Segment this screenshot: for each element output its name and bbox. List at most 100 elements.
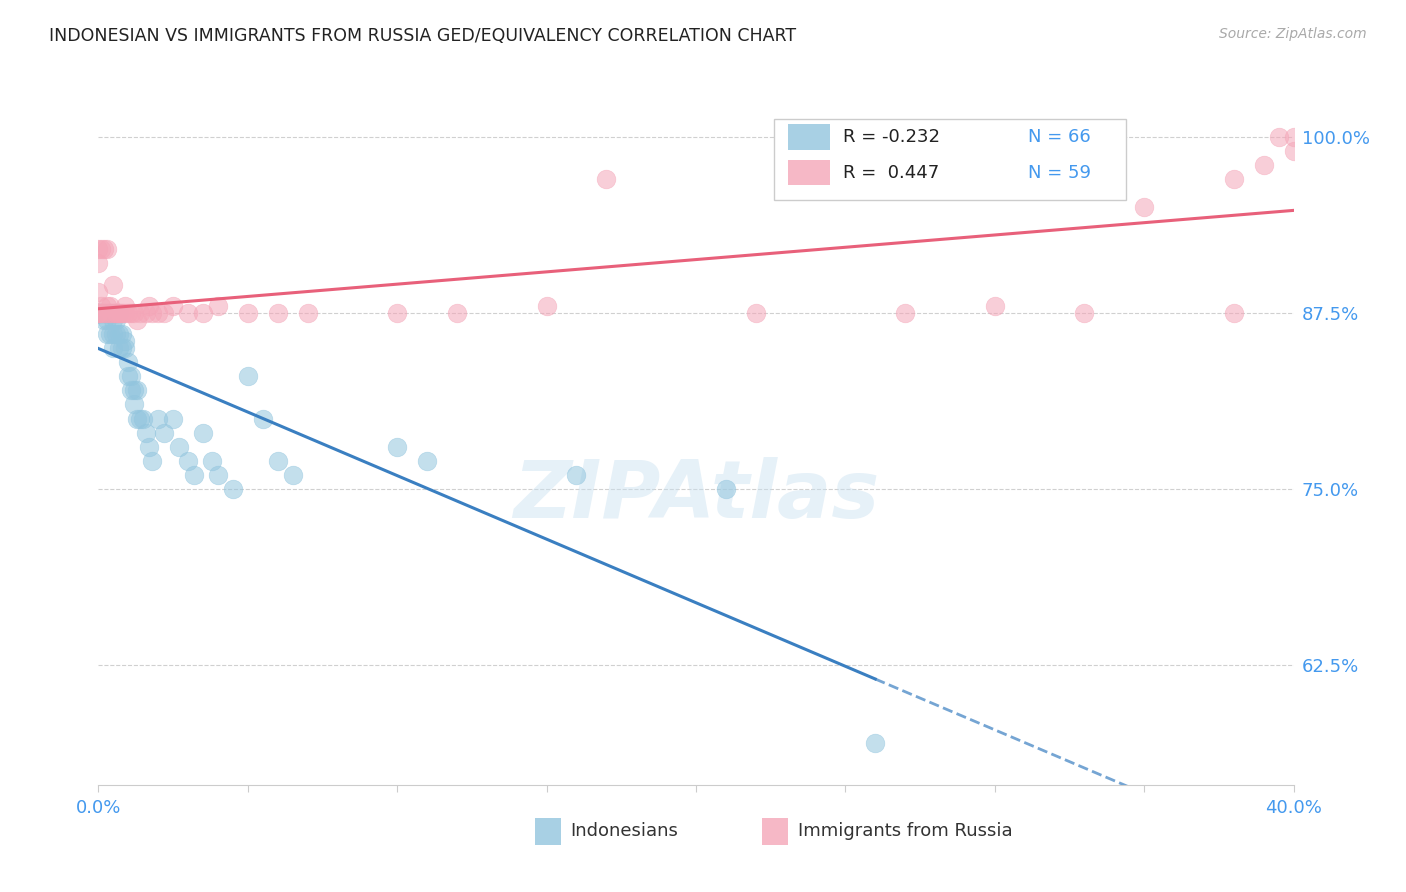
- Point: [98, 299, 122, 313]
- Point: [1073, 306, 1095, 320]
- Point: [90, 306, 112, 320]
- Point: [105, 306, 128, 320]
- Point: [1253, 158, 1275, 172]
- Point: [108, 341, 131, 355]
- Point: [114, 299, 136, 313]
- Point: [87, 285, 110, 299]
- Point: [114, 341, 136, 355]
- Text: Immigrants from Russia: Immigrants from Russia: [797, 822, 1012, 840]
- Point: [446, 306, 468, 320]
- Text: INDONESIAN VS IMMIGRANTS FROM RUSSIA GED/EQUIVALENCY CORRELATION CHART: INDONESIAN VS IMMIGRANTS FROM RUSSIA GED…: [49, 27, 796, 45]
- Point: [1133, 200, 1156, 214]
- Point: [127, 313, 149, 327]
- Point: [865, 736, 887, 750]
- Point: [222, 482, 245, 496]
- Point: [96, 313, 118, 327]
- Point: [135, 306, 157, 320]
- Point: [103, 277, 125, 292]
- Point: [108, 306, 131, 320]
- Point: [138, 299, 160, 313]
- Point: [96, 306, 118, 320]
- Point: [595, 172, 617, 186]
- Point: [93, 243, 115, 257]
- Point: [162, 299, 184, 313]
- Point: [105, 306, 128, 320]
- Point: [385, 440, 409, 454]
- Point: [153, 306, 176, 320]
- Point: [183, 467, 205, 482]
- Point: [87, 306, 110, 320]
- Point: [96, 326, 118, 341]
- Point: [103, 326, 125, 341]
- Text: N = 66: N = 66: [1028, 128, 1091, 146]
- Point: [162, 411, 184, 425]
- Point: [129, 411, 152, 425]
- Point: [87, 306, 110, 320]
- Point: [138, 440, 160, 454]
- Point: [120, 384, 142, 398]
- Point: [167, 440, 190, 454]
- FancyBboxPatch shape: [787, 160, 830, 186]
- Point: [98, 306, 122, 320]
- Text: R = -0.232: R = -0.232: [844, 128, 941, 146]
- Point: [297, 306, 319, 320]
- Point: [98, 306, 122, 320]
- Point: [117, 369, 139, 384]
- Point: [127, 384, 149, 398]
- Point: [103, 306, 125, 320]
- Point: [87, 243, 110, 257]
- Point: [96, 299, 118, 313]
- Point: [1223, 172, 1246, 186]
- Point: [129, 306, 152, 320]
- Point: [236, 369, 259, 384]
- Point: [120, 306, 142, 320]
- Point: [90, 306, 112, 320]
- Point: [281, 467, 304, 482]
- Point: [87, 306, 110, 320]
- Point: [87, 306, 110, 320]
- Point: [267, 454, 290, 468]
- Point: [148, 306, 170, 320]
- Point: [267, 306, 290, 320]
- Point: [135, 425, 157, 440]
- Point: [108, 306, 131, 320]
- Point: [103, 341, 125, 355]
- Point: [93, 306, 115, 320]
- Point: [87, 306, 110, 320]
- Point: [416, 454, 439, 468]
- Point: [141, 306, 163, 320]
- Point: [141, 454, 163, 468]
- FancyBboxPatch shape: [773, 119, 1126, 200]
- Point: [536, 299, 558, 313]
- FancyBboxPatch shape: [762, 818, 787, 845]
- Point: [96, 243, 118, 257]
- Point: [1282, 129, 1305, 144]
- Point: [87, 256, 110, 270]
- Point: [201, 454, 224, 468]
- Point: [236, 306, 259, 320]
- Point: [87, 306, 110, 320]
- Point: [207, 299, 229, 313]
- Point: [108, 326, 131, 341]
- Point: [745, 306, 768, 320]
- FancyBboxPatch shape: [787, 124, 830, 150]
- Point: [124, 397, 146, 411]
- Point: [207, 467, 229, 482]
- Point: [1282, 144, 1305, 158]
- Point: [105, 326, 128, 341]
- Point: [98, 326, 122, 341]
- Point: [984, 299, 1007, 313]
- Point: [90, 299, 112, 313]
- Point: [103, 313, 125, 327]
- Text: R =  0.447: R = 0.447: [844, 163, 939, 182]
- Point: [114, 334, 136, 348]
- Point: [111, 306, 134, 320]
- Point: [1267, 129, 1289, 144]
- Point: [103, 306, 125, 320]
- Point: [148, 411, 170, 425]
- Point: [124, 306, 146, 320]
- Text: N = 59: N = 59: [1028, 163, 1091, 182]
- Point: [87, 306, 110, 320]
- Point: [111, 341, 134, 355]
- Point: [93, 306, 115, 320]
